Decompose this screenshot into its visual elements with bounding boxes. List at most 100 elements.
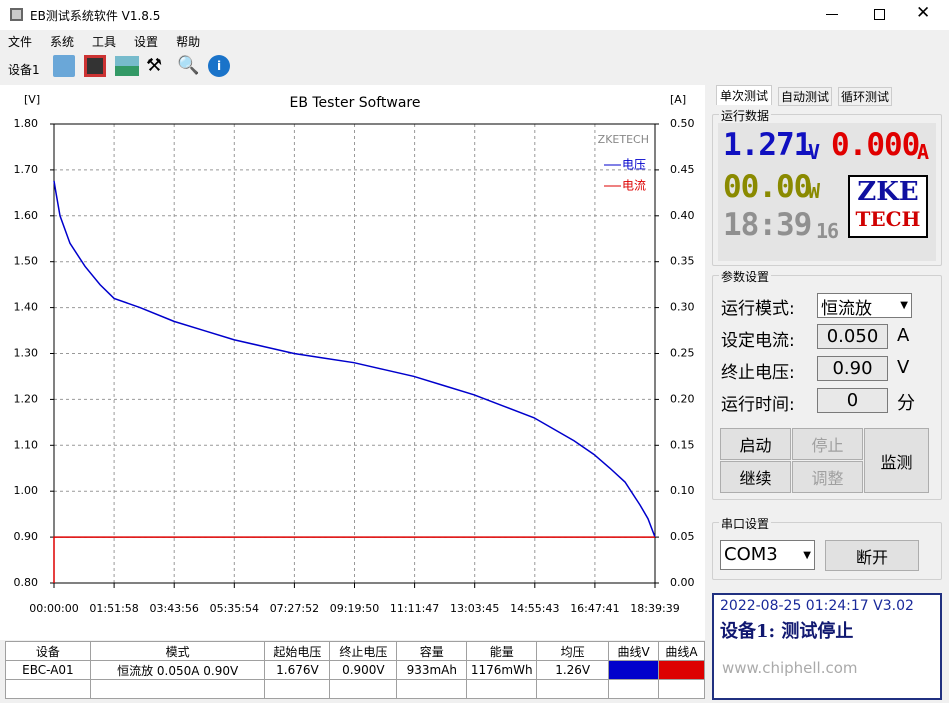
x-tick-label: 14:55:43 [510,602,559,615]
series-line [53,180,656,538]
logo-text: TECH [855,207,921,231]
run-data-group: 运行数据 1.271 V 0.000 A 00.00 W 18:39 16 ZK… [712,107,942,266]
x-tick-label: 00:00:00 [29,602,78,615]
param-unit: A [897,325,910,346]
logo: ZKE TECH [848,175,928,238]
status-line: 2022-08-25 01:24:17 V3.02 [720,598,914,614]
table-header: 均压 [536,641,610,661]
tab[interactable]: 自动测试 [778,87,833,106]
tab[interactable]: 单次测试 [716,85,773,105]
legend-label: 电压 [622,158,646,172]
series-line [53,536,655,583]
y-tick-label: 1.00 [14,484,39,497]
tab[interactable]: 循环测试 [838,87,893,106]
curve-color[interactable] [608,660,660,680]
x-tick-label: 09:19:50 [330,602,379,615]
param-input[interactable]: 0.90 [817,356,888,381]
table-cell: 933mAh [396,660,468,680]
y-tick-label: 1.30 [14,347,39,360]
group-title: 运行数据 [719,107,772,124]
param-label: 终止电压: [721,363,795,383]
param-label: 设定电流: [721,331,795,351]
current-unit: A [917,140,929,164]
menu-item[interactable]: 帮助 [176,35,201,49]
table-header: 起始电压 [264,641,331,661]
start-button[interactable]: 启动 [720,428,791,460]
y2-tick-label: 0.15 [670,438,695,451]
device-label: 设备1 [8,63,40,77]
window-title: EB测试系统软件 V1.8.5 [30,9,161,23]
y-tick-label: 1.50 [14,255,39,268]
table-cell: 恒流放 0.050A 0.90V [89,660,266,680]
menu-item[interactable]: 设置 [134,35,159,49]
y-axis-label: [V] [24,93,40,106]
legend-label: 电流 [622,179,646,193]
select-value: COM3 [724,544,778,565]
table-cell: EBC-A01 [5,660,91,680]
param-label: 运行模式: [721,299,795,319]
minimize[interactable] [826,14,838,15]
curve-color[interactable] [658,660,705,680]
mode-select[interactable]: 恒流放 ▼ [817,293,912,319]
search-icon[interactable]: 🔍 [177,55,200,76]
x-tick-label: 16:47:41 [570,602,619,615]
stop-button: 停止 [792,428,863,460]
table-cell: 0.900V [329,660,398,680]
chart: EB Tester Software [V] [A] ZKETECH 0.80 0… [0,85,705,640]
y-tick-label: 1.40 [14,301,39,314]
maximize[interactable] [874,9,885,20]
param-input[interactable]: 0 [817,388,888,413]
y2-axis-label: [A] [670,93,686,106]
logo-text: ZKE [857,177,919,207]
serial-group: 串口设置 COM3 ▼ 断开 [712,515,942,580]
y2-tick-label: 0.05 [670,530,695,543]
y-tick-label: 1.60 [14,209,39,222]
param-unit: 分 [897,393,915,414]
close[interactable]: ✕ [916,3,931,23]
y2-tick-label: 0.25 [670,347,695,360]
y2-tick-label: 0.20 [670,392,695,405]
open-icon[interactable] [53,55,75,77]
current-display: 0.000 [831,127,920,163]
param-input[interactable]: 0.050 [817,324,888,349]
table-cell: 1.676V [264,660,331,680]
voltage-unit: V [808,140,820,164]
x-tick-label: 07:27:52 [270,602,319,615]
y2-tick-label: 0.45 [670,163,695,176]
menu-item[interactable]: 系统 [50,35,75,49]
y-tick-label: 0.80 [14,576,39,589]
plot-frame [53,123,656,584]
menu-bar: 文件 系统 工具 设置 帮助 [8,33,218,50]
group-title: 串口设置 [719,515,772,532]
y-tick-label: 1.10 [14,438,39,451]
table-header: 终止电压 [329,641,398,661]
watermark: www.chiphell.com [722,659,858,677]
y2-tick-label: 0.00 [670,576,695,589]
table-header: 能量 [466,641,538,661]
image-icon[interactable] [115,56,139,76]
save-icon[interactable] [84,55,106,77]
menu-item[interactable]: 文件 [8,35,33,49]
tools-icon[interactable]: ⚒ [146,55,163,76]
status-line: 设备1: 测试停止 [720,621,854,642]
group-title: 参数设置 [719,268,772,285]
y2-tick-label: 0.40 [670,209,695,222]
time-display: 18:39 [723,207,812,243]
y-tick-label: 1.80 [14,117,39,130]
port-select[interactable]: COM3 ▼ [720,540,815,570]
disconnect-button[interactable]: 断开 [825,540,919,571]
y-tick-label: 0.90 [14,530,39,543]
power-display: 00.00 [723,169,812,205]
monitor-button[interactable]: 监测 [864,428,929,493]
info-icon[interactable]: i [208,55,230,77]
y2-tick-label: 0.50 [670,117,695,130]
continue-button[interactable]: 继续 [720,461,791,493]
menu-item[interactable]: 工具 [92,35,117,49]
x-tick-label: 11:11:47 [390,602,439,615]
table-header: 曲线A [658,641,705,661]
select-value: 恒流放 [821,299,872,319]
y-tick-label: 1.70 [14,163,39,176]
app-icon [10,8,23,21]
y2-tick-label: 0.30 [670,301,695,314]
